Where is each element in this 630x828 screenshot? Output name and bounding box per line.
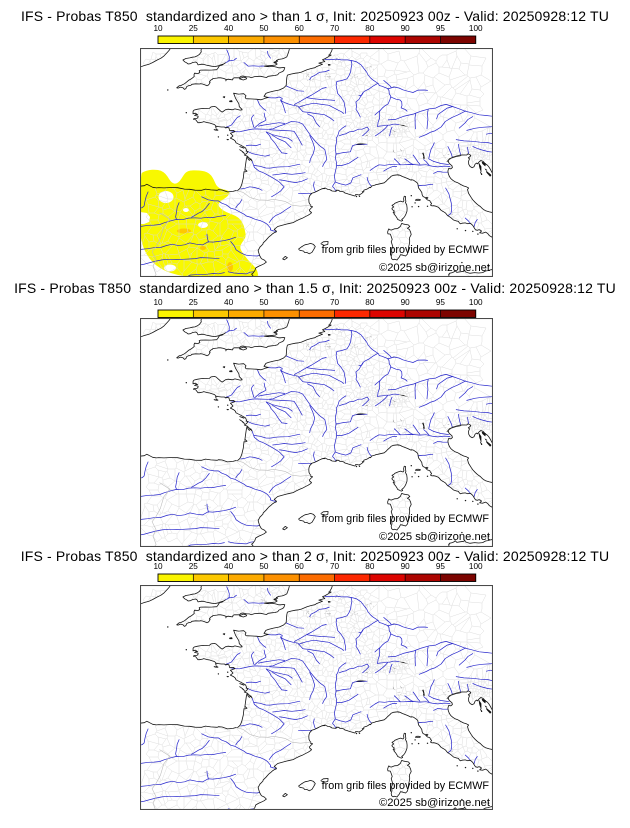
- svg-text:95: 95: [436, 24, 446, 33]
- svg-text:50: 50: [259, 24, 269, 33]
- svg-text:90: 90: [401, 298, 411, 307]
- svg-text:90: 90: [401, 562, 411, 571]
- svg-text:60: 60: [295, 562, 305, 571]
- svg-text:10: 10: [153, 562, 163, 571]
- svg-text:70: 70: [330, 298, 340, 307]
- svg-text:60: 60: [295, 298, 305, 307]
- svg-text:25: 25: [189, 24, 199, 33]
- svg-text:50: 50: [259, 562, 269, 571]
- svg-text:95: 95: [436, 298, 446, 307]
- svg-text:80: 80: [365, 24, 375, 33]
- svg-text:80: 80: [365, 562, 375, 571]
- svg-text:100: 100: [469, 298, 483, 307]
- svg-text:10: 10: [153, 24, 163, 33]
- svg-text:80: 80: [365, 298, 375, 307]
- svg-text:90: 90: [401, 24, 411, 33]
- svg-text:100: 100: [469, 24, 483, 33]
- svg-text:95: 95: [436, 562, 446, 571]
- svg-text:25: 25: [189, 298, 199, 307]
- svg-text:40: 40: [224, 562, 234, 571]
- svg-text:25: 25: [189, 562, 199, 571]
- svg-text:70: 70: [330, 562, 340, 571]
- svg-text:70: 70: [330, 24, 340, 33]
- svg-text:40: 40: [224, 298, 234, 307]
- svg-text:10: 10: [153, 298, 163, 307]
- svg-text:50: 50: [259, 298, 269, 307]
- svg-text:40: 40: [224, 24, 234, 33]
- svg-text:100: 100: [469, 562, 483, 571]
- svg-text:60: 60: [295, 24, 305, 33]
